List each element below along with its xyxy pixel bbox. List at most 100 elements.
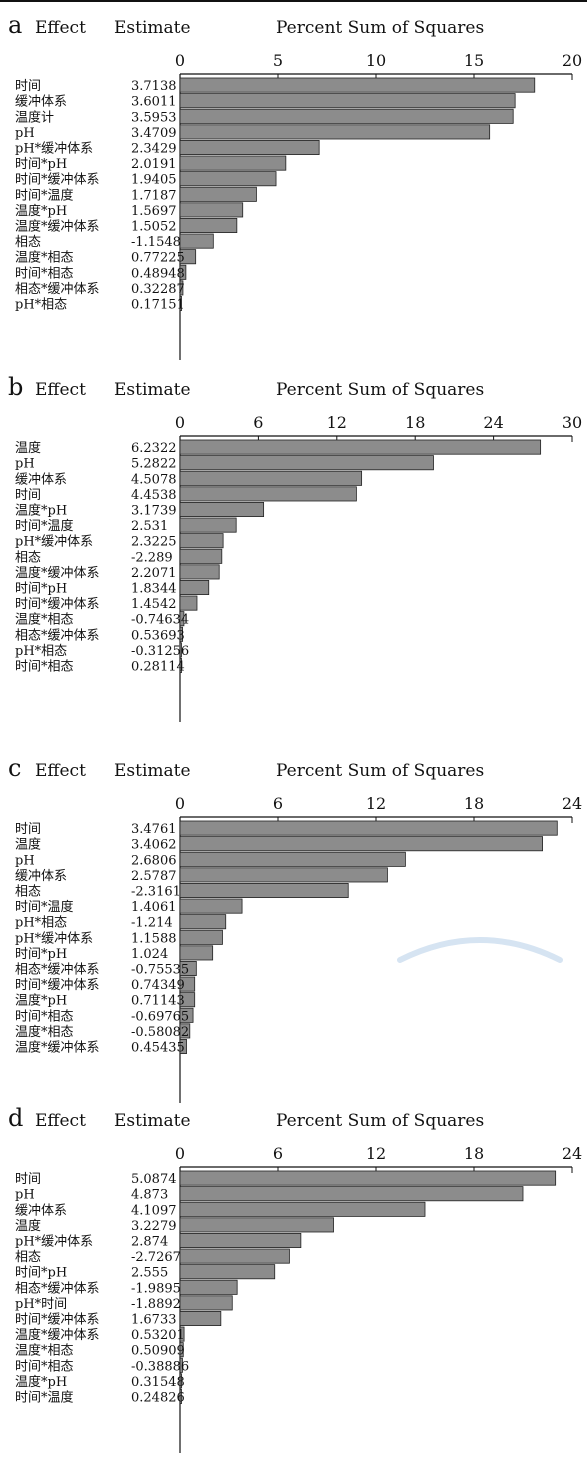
estimate-label: 2.3429: [131, 142, 177, 157]
effect-label: pH*缓冲体系: [15, 1235, 93, 1250]
x-tick-label: 0: [175, 51, 185, 70]
effect-label: 温度*pH: [15, 1374, 67, 1390]
estimate-label: 5.0874: [131, 1172, 177, 1187]
estimate-label: 0.45435: [131, 1041, 185, 1056]
x-tick-label: 18: [464, 1144, 484, 1163]
effect-label: 温度*缓冲体系: [15, 1327, 100, 1343]
bar: [179, 486, 357, 502]
bar: [179, 264, 187, 280]
bar: [179, 867, 388, 883]
bar: [179, 1233, 302, 1249]
estimate-label: -1.9895: [131, 1281, 181, 1296]
bar: [179, 626, 184, 642]
effect-label: pH: [15, 126, 35, 141]
estimate-label: 0.50909: [131, 1344, 185, 1359]
effect-label: 时间*相态: [15, 1009, 74, 1024]
panel-d: d Effect Estimate Percent Sum of Squares 0 6 1…: [8, 1104, 582, 1453]
effect-label: pH: [15, 1188, 35, 1203]
estimate-label: 2.0191: [131, 157, 177, 172]
bar: [179, 533, 224, 549]
bar: [179, 517, 237, 533]
estimate-label: 1.7187: [131, 188, 177, 203]
effect-label: 时间*温度: [15, 518, 74, 534]
effect-label: 相态*缓冲体系: [15, 282, 100, 297]
estimate-label: 4.5078: [131, 472, 177, 487]
estimate-label: -0.75535: [131, 963, 189, 978]
effect-label: 相态*缓冲体系: [15, 628, 100, 643]
effect-header: Effect: [35, 18, 86, 38]
bar: [179, 914, 227, 930]
estimate-label: 0.48948: [131, 266, 185, 281]
top-border-line: [0, 0, 587, 2]
estimate-label: 0.32287: [131, 282, 185, 297]
effect-label: 时间*相态: [15, 660, 74, 675]
effect-label: 时间*pH: [15, 157, 67, 172]
panel-c: c Effect Estimate Percent Sum of Squares 0 6 1…: [8, 754, 582, 1103]
effect-label: pH*相态: [15, 916, 67, 931]
x-tick-label: 6: [273, 794, 283, 813]
estimate-label: 0.24826: [131, 1391, 185, 1406]
estimate-label: -0.69765: [131, 1009, 189, 1024]
bar: [179, 1186, 524, 1202]
estimate-label: 0.74349: [131, 978, 185, 993]
estimate-label: -2.289: [131, 550, 173, 565]
estimate-label: 1.024: [131, 947, 168, 962]
effect-label: 相态*缓冲体系: [15, 963, 100, 978]
x-tick-label: 6: [273, 1144, 283, 1163]
panel-a: a Effect Estimate Percent Sum of Squares 0 5 1…: [8, 11, 582, 360]
estimate-label: 3.6011: [131, 95, 177, 110]
estimate-label: 3.7138: [131, 79, 177, 94]
estimate-label: 2.2071: [131, 566, 177, 581]
watermark-arc: [397, 937, 563, 963]
effect-label: 温度*相态: [15, 1343, 74, 1359]
effect-label: pH*缓冲体系: [15, 142, 93, 157]
estimate-label: 2.3225: [131, 535, 177, 550]
x-tick-label: 12: [366, 1144, 386, 1163]
effect-label: 时间*pH: [15, 947, 67, 962]
effect-label: 温度*缓冲体系: [15, 1040, 100, 1056]
estimate-label: 0.53693: [131, 628, 185, 643]
effect-label: 相态: [15, 235, 41, 250]
effect-label: 时间*pH: [15, 582, 67, 597]
x-tick-label: 18: [464, 794, 484, 813]
effect-label: pH*缓冲体系: [15, 535, 93, 550]
estimate-label: 2.6806: [131, 853, 177, 868]
bar: [179, 976, 196, 992]
bar: [179, 1342, 184, 1358]
effect-label: pH*时间: [15, 1297, 67, 1312]
bar: [179, 961, 197, 977]
estimate-label: 0.28114: [131, 660, 185, 675]
x-tick-label: 10: [366, 51, 386, 70]
estimate-label: -2.7267: [131, 1250, 181, 1265]
x-tick-label: 30: [562, 413, 582, 432]
effect-header: Effect: [35, 761, 86, 781]
estimate-label: 5.2822: [131, 457, 177, 472]
chart-title: Percent Sum of Squares: [276, 1111, 484, 1131]
effect-label: 时间*缓冲体系: [15, 978, 100, 993]
effect-label: 时间*缓冲体系: [15, 597, 100, 612]
effect-label: 时间*温度: [15, 187, 74, 203]
effect-label: 温度: [15, 1218, 41, 1234]
x-tick-label: 18: [405, 413, 425, 432]
bar: [179, 280, 184, 296]
estimate-label: 2.555: [131, 1266, 168, 1281]
effect-label: 温度*pH: [15, 503, 67, 519]
bar: [179, 77, 536, 93]
bar: [179, 564, 220, 580]
x-tick-label: 6: [253, 413, 263, 432]
x-tick-label: 12: [366, 794, 386, 813]
estimate-label: -1.214: [131, 916, 173, 931]
effect-label: 时间*pH: [15, 1266, 67, 1281]
bar: [179, 1023, 191, 1039]
estimate-header: Estimate: [114, 380, 191, 400]
bar: [179, 1007, 194, 1023]
bar: [179, 658, 182, 674]
bar: [179, 470, 363, 486]
estimate-label: 1.4061: [131, 900, 177, 915]
effect-label: 温度计: [15, 109, 54, 125]
bar: [179, 455, 434, 471]
effect-label: 相态: [15, 885, 41, 900]
bar: [179, 883, 349, 899]
estimate-label: 1.5052: [131, 220, 177, 235]
x-tick-label: 24: [562, 794, 582, 813]
